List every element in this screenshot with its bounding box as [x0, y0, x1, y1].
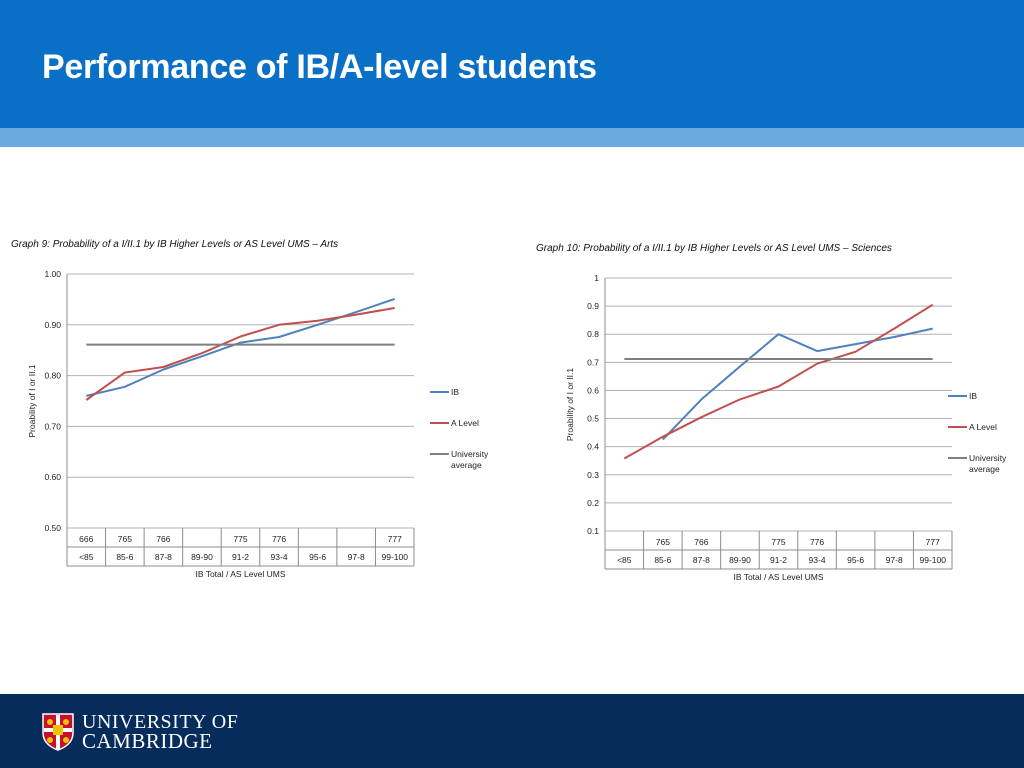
ib-total-label: 777: [926, 537, 940, 547]
x-tick-label: 99-100: [919, 555, 946, 565]
x-tick-label: 93-4: [809, 555, 826, 565]
ib-total-label: 765: [118, 534, 132, 544]
x-axis-label: IB Total / AS Level UMS: [733, 572, 823, 582]
y-tick-label: 0.70: [44, 421, 61, 431]
y-tick-label: 0.50: [44, 523, 61, 533]
legend-label: A Level: [969, 422, 997, 432]
y-axis-label: Proability of I or II.1: [565, 368, 575, 441]
y-tick-label: 0.3: [587, 470, 599, 480]
legend-label: average: [451, 460, 482, 470]
x-tick-label: 87-8: [155, 552, 172, 562]
x-tick-label: 89-90: [191, 552, 213, 562]
ib-total-label: 666: [79, 534, 93, 544]
arts-chart: 1.00 0.90 0.80 0.70 0.60 0.50 666 765 766 775 776 7…: [27, 269, 489, 579]
brand-line-2: CAMBRIDGE: [82, 729, 213, 753]
legend-label: IB: [451, 387, 459, 397]
series-line: [86, 297, 396, 397]
y-tick-label: 0.9: [587, 301, 599, 311]
y-axis-label: Proability of I or II.1: [27, 364, 37, 437]
university-logo: UNIVERSITY OF CAMBRIDGE: [42, 711, 239, 753]
ib-total-label: 776: [810, 537, 824, 547]
y-tick-label: 0.80: [44, 371, 61, 381]
y-tick-label: 0.60: [44, 472, 61, 482]
ib-total-label: 776: [272, 534, 286, 544]
x-tick-label: 89-90: [729, 555, 751, 565]
x-tick-label: 97-8: [886, 555, 903, 565]
y-tick-label: 1: [594, 273, 599, 283]
x-axis-label: IB Total / AS Level UMS: [195, 569, 285, 579]
chart-title: Graph 10: Probability of a I/II.1 by IB …: [536, 243, 892, 254]
legend-label: A Level: [451, 418, 479, 428]
x-tick-label: <85: [79, 552, 94, 562]
title-bar: [0, 0, 1024, 128]
legend-label: University: [969, 453, 1007, 463]
legend-label: IB: [969, 391, 977, 401]
footer-bar: [0, 694, 1024, 768]
ib-total-label: 766: [156, 534, 170, 544]
series-line: [623, 303, 934, 460]
y-tick-label: 0.1: [587, 526, 599, 536]
ib-total-label: 766: [694, 537, 708, 547]
x-tick-label: 85-6: [654, 555, 671, 565]
x-tick-label: 95-6: [309, 552, 326, 562]
series-line: [85, 307, 395, 401]
series-line: [662, 327, 933, 441]
y-tick-label: 0.4: [587, 442, 599, 452]
y-tick-label: 0.90: [44, 320, 61, 330]
y-tick-label: 0.7: [587, 357, 599, 367]
x-tick-label: <85: [617, 555, 632, 565]
ib-total-label: 775: [233, 534, 247, 544]
university-shield-icon: [42, 713, 74, 751]
x-tick-label: 95-6: [847, 555, 864, 565]
slide-title: Performance of IB/A-level students: [42, 48, 597, 86]
y-tick-label: 0.6: [587, 385, 599, 395]
y-tick-label: 1.00: [44, 269, 61, 279]
y-tick-label: 0.5: [587, 414, 599, 424]
ib-total-label: 777: [388, 534, 402, 544]
y-tick-label: 0.2: [587, 498, 599, 508]
sciences-chart: 1 0.9 0.8 0.7 0.6 0.5 0.4 0.3 0.2 0.1 765 766 775 776…: [565, 273, 1007, 582]
x-tick-label: 99-100: [381, 552, 408, 562]
chart-title: Graph 9: Probability of a I/II.1 by IB H…: [11, 239, 339, 250]
x-tick-label: 85-6: [116, 552, 133, 562]
x-tick-label: 87-8: [693, 555, 710, 565]
header-stripe: [0, 128, 1024, 147]
legend-label: University: [451, 449, 489, 459]
x-tick-label: 91-2: [232, 552, 249, 562]
brand-line-1: UNIVERSITY OF: [82, 711, 239, 733]
x-tick-label: 91-2: [770, 555, 787, 565]
ib-total-label: 775: [771, 537, 785, 547]
legend-label: average: [969, 464, 1000, 474]
x-tick-label: 93-4: [271, 552, 288, 562]
ib-total-label: 765: [656, 537, 670, 547]
y-tick-label: 0.8: [587, 329, 599, 339]
x-tick-label: 97-8: [348, 552, 365, 562]
university-wordmark: UNIVERSITY OF CAMBRIDGE: [82, 711, 239, 753]
